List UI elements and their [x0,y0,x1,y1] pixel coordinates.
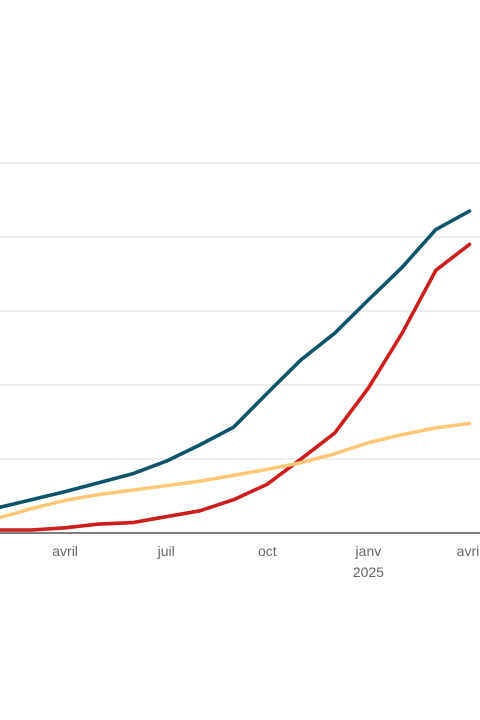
gridlines [0,162,480,460]
x-tick-label: juil [157,543,175,559]
series-line-blue [0,209,472,510]
x-tick-label: avril [457,543,480,559]
x-axis: avril juil oct janv 2025 avril [0,532,480,580]
x-tick-year-label: 2025 [353,564,384,580]
x-tick-label: janv [355,543,382,559]
series-lines [0,209,472,532]
series-line-yellow [0,421,472,520]
series-line-red [0,242,472,532]
x-tick-label: oct [258,543,277,559]
x-tick-label: avril [52,543,78,559]
